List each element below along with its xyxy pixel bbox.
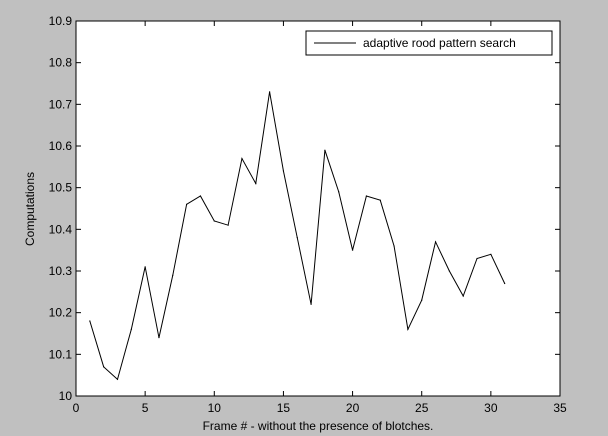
x-tick-label: 10	[208, 401, 222, 415]
x-tick-label: 25	[415, 401, 429, 415]
y-tick-label: 10.1	[49, 347, 73, 361]
data-point	[338, 191, 340, 193]
y-tick-label: 10.8	[49, 56, 73, 70]
y-tick-label: 10.2	[49, 306, 73, 320]
plot-area	[75, 20, 561, 397]
data-point	[241, 157, 243, 160]
data-point	[434, 241, 437, 243]
data-point	[351, 249, 354, 251]
data-point	[407, 328, 409, 330]
legend: adaptive rood pattern search	[305, 30, 553, 56]
data-point	[324, 149, 326, 151]
data-point	[310, 303, 312, 305]
y-tick-label: 10.9	[49, 14, 73, 28]
axis-ticks: 0 5 10 15 20 25 30 35 10 10.1 10.2 10.3 10.4 10.5 10.6…	[49, 14, 567, 415]
y-tick-label: 10.3	[49, 264, 73, 278]
data-point	[269, 91, 271, 93]
data-point	[255, 182, 257, 185]
x-axis-label: Frame # - without the presence of blotch…	[203, 419, 434, 433]
data-point	[103, 366, 105, 368]
data-point	[282, 170, 285, 172]
x-tick-label: 20	[346, 401, 360, 415]
y-tick-label: 10.7	[49, 97, 73, 111]
x-tick-label: 0	[73, 401, 80, 415]
data-point	[172, 274, 174, 276]
data-point	[476, 257, 478, 260]
y-tick-label: 10.4	[49, 222, 73, 236]
data-point	[504, 282, 506, 285]
data-point	[144, 266, 146, 268]
data-point	[462, 295, 464, 297]
series-layer	[89, 91, 506, 381]
x-tick-label: 35	[553, 401, 567, 415]
data-point	[199, 195, 202, 197]
data-point	[158, 337, 160, 339]
y-tick-label: 10.5	[49, 181, 73, 195]
data-point	[490, 253, 492, 255]
x-tick-label: 15	[277, 401, 291, 415]
y-tick-label: 10.6	[49, 139, 73, 153]
data-point	[213, 220, 215, 222]
data-point	[365, 195, 367, 197]
x-tick-label: 5	[142, 401, 149, 415]
y-tick-label: 10	[59, 389, 73, 403]
y-axis-label: Computations	[23, 172, 37, 246]
data-point	[89, 320, 91, 322]
data-point	[296, 237, 298, 239]
data-point	[379, 199, 381, 201]
data-point	[393, 245, 395, 247]
data-point	[130, 328, 132, 330]
data-point	[227, 224, 229, 226]
x-tick-label: 30	[484, 401, 498, 415]
data-point	[186, 203, 188, 205]
legend-label: adaptive rood pattern search	[363, 36, 516, 50]
data-point	[116, 378, 119, 380]
data-point	[421, 299, 423, 301]
data-point	[448, 270, 450, 272]
